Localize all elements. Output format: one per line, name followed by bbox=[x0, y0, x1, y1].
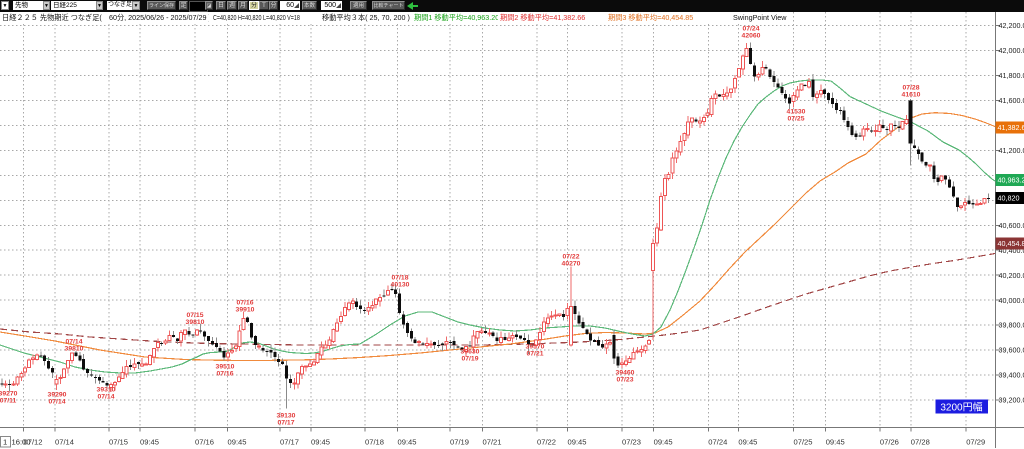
svg-text:40,400.00: 40,400.00 bbox=[999, 246, 1024, 255]
svg-text:39,400.00: 39,400.00 bbox=[999, 371, 1024, 380]
svg-text:07/24: 07/24 bbox=[708, 438, 727, 447]
svg-text:09:45: 09:45 bbox=[140, 438, 159, 447]
svg-text:09:45: 09:45 bbox=[568, 438, 587, 447]
svg-text:40,963.20: 40,963.20 bbox=[998, 176, 1024, 185]
svg-text:39,800.00: 39,800.00 bbox=[999, 321, 1024, 330]
svg-text:07/29: 07/29 bbox=[966, 438, 985, 447]
svg-text:09:45: 09:45 bbox=[311, 438, 330, 447]
svg-text:07/26: 07/26 bbox=[880, 438, 899, 447]
svg-text:07/19: 07/19 bbox=[450, 438, 469, 447]
svg-text:40,820: 40,820 bbox=[998, 193, 1020, 202]
svg-text:07/16: 07/16 bbox=[195, 438, 214, 447]
svg-text:40,200.00: 40,200.00 bbox=[999, 271, 1024, 280]
svg-text:41,600.00: 41,600.00 bbox=[999, 96, 1024, 105]
svg-text:07/14: 07/14 bbox=[55, 438, 74, 447]
svg-text:07/23: 07/23 bbox=[622, 438, 641, 447]
svg-text:41,382.66: 41,382.66 bbox=[998, 123, 1024, 132]
svg-text:40,454.85: 40,454.85 bbox=[998, 239, 1024, 248]
svg-text:07/15: 07/15 bbox=[109, 438, 128, 447]
svg-text:40,000.00: 40,000.00 bbox=[999, 296, 1024, 305]
svg-text:07/17: 07/17 bbox=[280, 438, 299, 447]
svg-text:40,600.00: 40,600.00 bbox=[999, 221, 1024, 230]
svg-text:07/22: 07/22 bbox=[537, 438, 556, 447]
svg-text:16:00: 16:00 bbox=[12, 438, 31, 447]
svg-text:09:45: 09:45 bbox=[826, 438, 845, 447]
svg-text:09:45: 09:45 bbox=[738, 438, 757, 447]
svg-text:09:45: 09:45 bbox=[398, 438, 417, 447]
svg-text:09:45: 09:45 bbox=[228, 438, 247, 447]
svg-text:3200円幅: 3200円幅 bbox=[940, 401, 982, 414]
svg-text:07/21: 07/21 bbox=[483, 438, 502, 447]
svg-text:39,600.00: 39,600.00 bbox=[999, 346, 1024, 355]
svg-text:39,200.00: 39,200.00 bbox=[999, 396, 1024, 405]
svg-text:07/12: 07/12 bbox=[24, 438, 43, 447]
svg-text:41,200.00: 41,200.00 bbox=[999, 146, 1024, 155]
svg-text:42,200.00: 42,200.00 bbox=[999, 21, 1024, 30]
svg-text:07/28: 07/28 bbox=[911, 438, 930, 447]
svg-text:41,800.00: 41,800.00 bbox=[999, 71, 1024, 80]
svg-text:07/25: 07/25 bbox=[794, 438, 813, 447]
svg-text:1: 1 bbox=[3, 438, 7, 447]
svg-text:09:45: 09:45 bbox=[654, 438, 673, 447]
svg-text:07/18: 07/18 bbox=[365, 438, 384, 447]
svg-text:42,000.00: 42,000.00 bbox=[999, 46, 1024, 55]
